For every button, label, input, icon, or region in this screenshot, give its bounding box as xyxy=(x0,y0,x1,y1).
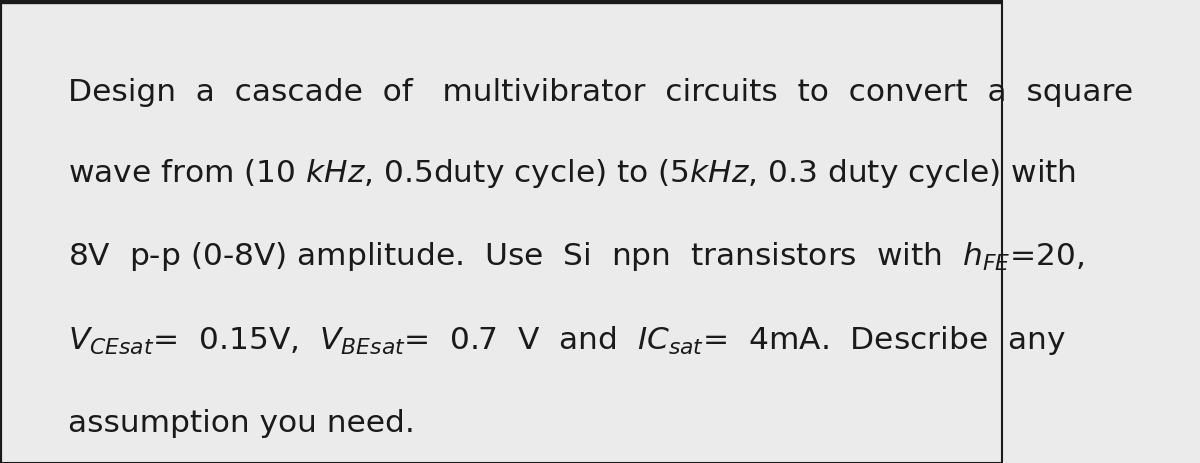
Text: assumption you need.: assumption you need. xyxy=(68,409,415,438)
Text: wave from (10 $\it{kHz}$, 0.5duty cycle) to (5$\it{kHz}$, 0.3 duty cycle) with: wave from (10 $\it{kHz}$, 0.5duty cycle)… xyxy=(68,157,1076,190)
Text: Design  a  cascade  of   multivibrator  circuits  to  convert  a  square: Design a cascade of multivibrator circui… xyxy=(68,78,1133,107)
Text: $\it{V}_{CEsat}$=  0.15V,  $\it{V}_{BEsat}$=  0.7  V  and  $\it{IC}_{sat}$=  4mA: $\it{V}_{CEsat}$= 0.15V, $\it{V}_{BEsat}… xyxy=(68,324,1066,357)
Text: 8V  p-p (0-8V) amplitude.  Use  Si  npn  transistors  with  $\it{h}_{FE}$=20,: 8V p-p (0-8V) amplitude. Use Si npn tran… xyxy=(68,240,1085,274)
